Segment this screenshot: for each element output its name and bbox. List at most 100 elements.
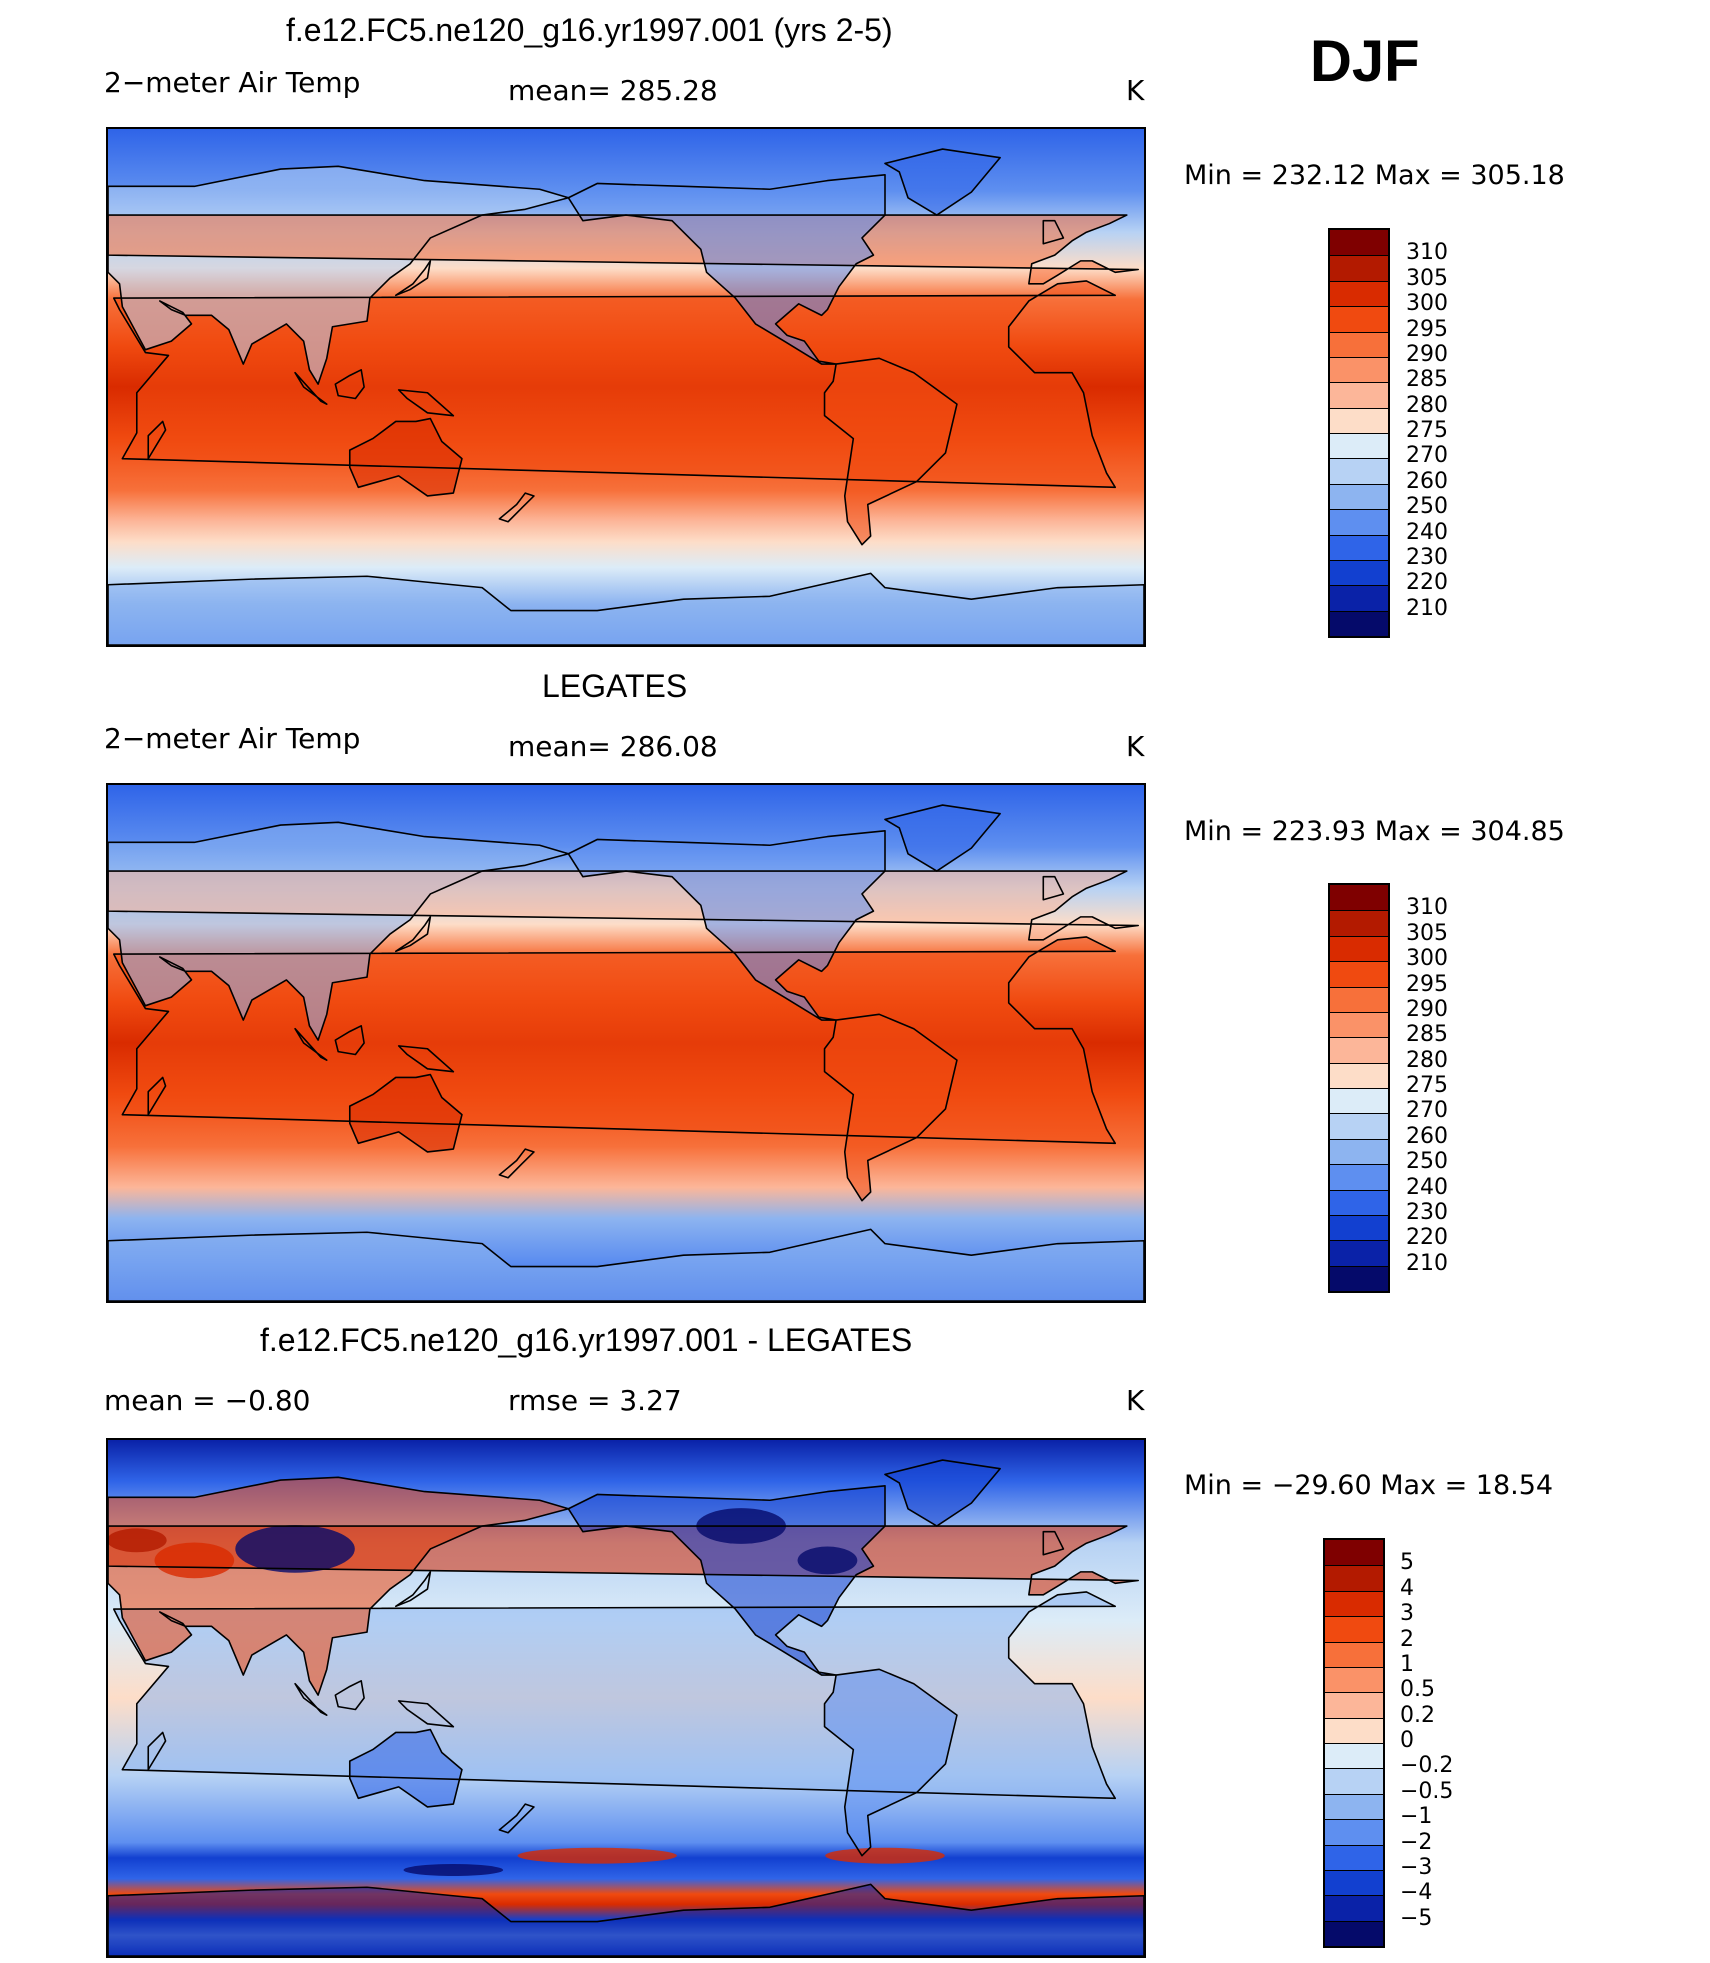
colorbar-tick-label: 290 [1406, 996, 1448, 1022]
colorbar-tick-label: −3 [1400, 1854, 1433, 1880]
colorbar-tick-label: 230 [1406, 544, 1448, 570]
colorbar-tick-label: −0.2 [1400, 1753, 1454, 1779]
colorbar-tick-label: 270 [1406, 443, 1448, 469]
colorbar-tick-label: 260 [1406, 1123, 1448, 1149]
colorbar-swatch [1330, 382, 1388, 408]
anomaly-region [108, 1528, 167, 1553]
colorbar-tick-label: 305 [1406, 265, 1448, 291]
colorbar-tick-label: 250 [1406, 1149, 1448, 1175]
anomaly-region [235, 1525, 355, 1573]
colorbar-tick-label: 300 [1406, 946, 1448, 972]
season-label: DJF [1310, 29, 1420, 94]
colorbar-swatch [1330, 1265, 1388, 1291]
colorbar-tick-label: 0.5 [1400, 1677, 1435, 1703]
anomaly-region [154, 1542, 235, 1579]
colorbar-swatch [1330, 1037, 1388, 1063]
colorbar-swatch [1325, 1743, 1383, 1769]
colorbar-swatch [1325, 1565, 1383, 1591]
colorbar-swatch [1330, 986, 1388, 1012]
colorbar-tick-label: 2 [1400, 1626, 1414, 1652]
colorbar-tick-label: 285 [1406, 367, 1448, 393]
colorbar-swatch [1330, 1164, 1388, 1190]
colorbar-swatch [1330, 509, 1388, 535]
colorbar-swatch [1325, 1793, 1383, 1820]
colorbar-tick-label: −5 [1400, 1905, 1433, 1931]
colorbar-swatch [1330, 961, 1388, 987]
colorbar-swatch [1330, 230, 1388, 256]
colorbar-swatch [1330, 610, 1388, 636]
panel-3-map [106, 1438, 1146, 1958]
colorbar-swatch [1325, 1616, 1383, 1642]
colorbar-swatch [1330, 910, 1388, 936]
colorbar-tick-label: 295 [1406, 971, 1448, 997]
colorbar-swatch [1330, 280, 1388, 307]
panel-1-title: f.e12.FC5.ne120_g16.yr1997.001 (yrs 2-5) [286, 12, 893, 48]
colorbar-swatch [1325, 1590, 1383, 1617]
colorbar-swatch [1325, 1641, 1383, 1667]
colorbar-tick-label: 240 [1406, 1174, 1448, 1200]
colorbar-swatch [1330, 1240, 1388, 1266]
colorbar-swatch [1330, 1189, 1388, 1215]
coastlines [108, 1459, 1144, 1956]
colorbar-swatch [1325, 1844, 1383, 1870]
colorbar-swatch [1330, 331, 1388, 357]
colorbar-tick-label: −1 [1400, 1804, 1433, 1830]
colorbar-tick-label: 230 [1406, 1199, 1448, 1225]
colorbar-swatch [1330, 885, 1388, 911]
panel-1-colorbar [1328, 228, 1390, 638]
panel-3-min-max: Min = −29.60 Max = 18.54 [1184, 1470, 1554, 1501]
panel-1-variable-label: 2−meter Air Temp [104, 66, 361, 99]
colorbar-swatch [1330, 534, 1388, 560]
panel-1-min-max: Min = 232.12 Max = 305.18 [1184, 160, 1565, 191]
colorbar-tick-label: 0 [1400, 1728, 1414, 1753]
colorbar-swatch [1325, 1895, 1383, 1921]
panel-3-colorbar [1323, 1538, 1385, 1948]
colorbar-tick-label: 275 [1406, 418, 1448, 443]
colorbar-swatch [1330, 1113, 1388, 1139]
colorbar-swatch [1330, 1138, 1388, 1165]
panel-3-units-label: K [1126, 1384, 1145, 1417]
panel-2-units-label: K [1126, 730, 1145, 763]
panel-2-colorbar [1328, 883, 1390, 1293]
colorbar-swatch [1325, 1666, 1383, 1693]
colorbar-tick-label: 275 [1406, 1073, 1448, 1098]
panel-2-map [106, 783, 1146, 1303]
colorbar-tick-label: 210 [1406, 595, 1448, 621]
anomaly-region [517, 1847, 677, 1864]
land-shading [108, 805, 1144, 1301]
colorbar-tick-label: 240 [1406, 519, 1448, 545]
panel-1-units-label: K [1126, 74, 1145, 107]
colorbar-swatch [1325, 1819, 1383, 1845]
colorbar-tick-label: 3 [1400, 1601, 1414, 1627]
colorbar-swatch [1325, 1540, 1383, 1566]
colorbar-swatch [1325, 1920, 1383, 1946]
colorbar-swatch [1330, 458, 1388, 484]
anomaly-region [403, 1864, 504, 1876]
panel-1-mean-label: mean= 285.28 [508, 74, 718, 107]
colorbar-swatch [1325, 1869, 1383, 1896]
colorbar-tick-label: 280 [1406, 392, 1448, 418]
land-shading [108, 1460, 1144, 1956]
colorbar-tick-label: −2 [1400, 1829, 1433, 1855]
panel-3-rmse-label: rmse = 3.27 [508, 1384, 682, 1417]
colorbar-tick-label: 220 [1406, 570, 1448, 596]
colorbar-tick-label: 285 [1406, 1022, 1448, 1048]
anomaly-region [797, 1546, 858, 1575]
colorbar-tick-label: 4 [1400, 1575, 1414, 1601]
colorbar-swatch [1330, 559, 1388, 586]
colorbar-swatch [1330, 1214, 1388, 1241]
colorbar-swatch [1330, 935, 1388, 962]
coastlines [108, 804, 1144, 1301]
colorbar-tick-label: 290 [1406, 341, 1448, 367]
colorbar-tick-label: 5 [1400, 1550, 1414, 1576]
panel-2-title: LEGATES [542, 668, 688, 704]
colorbar-tick-label: 270 [1406, 1098, 1448, 1124]
panel-3-mean-label: mean = −0.80 [104, 1384, 311, 1417]
panel-2-min-max: Min = 223.93 Max = 304.85 [1184, 816, 1565, 847]
colorbar-swatch [1325, 1768, 1383, 1794]
colorbar-tick-label: 280 [1406, 1047, 1448, 1073]
land-shading [108, 149, 1144, 645]
colorbar-tick-label: 310 [1406, 240, 1448, 266]
colorbar-swatch [1330, 407, 1388, 433]
colorbar-tick-label: 260 [1406, 468, 1448, 494]
